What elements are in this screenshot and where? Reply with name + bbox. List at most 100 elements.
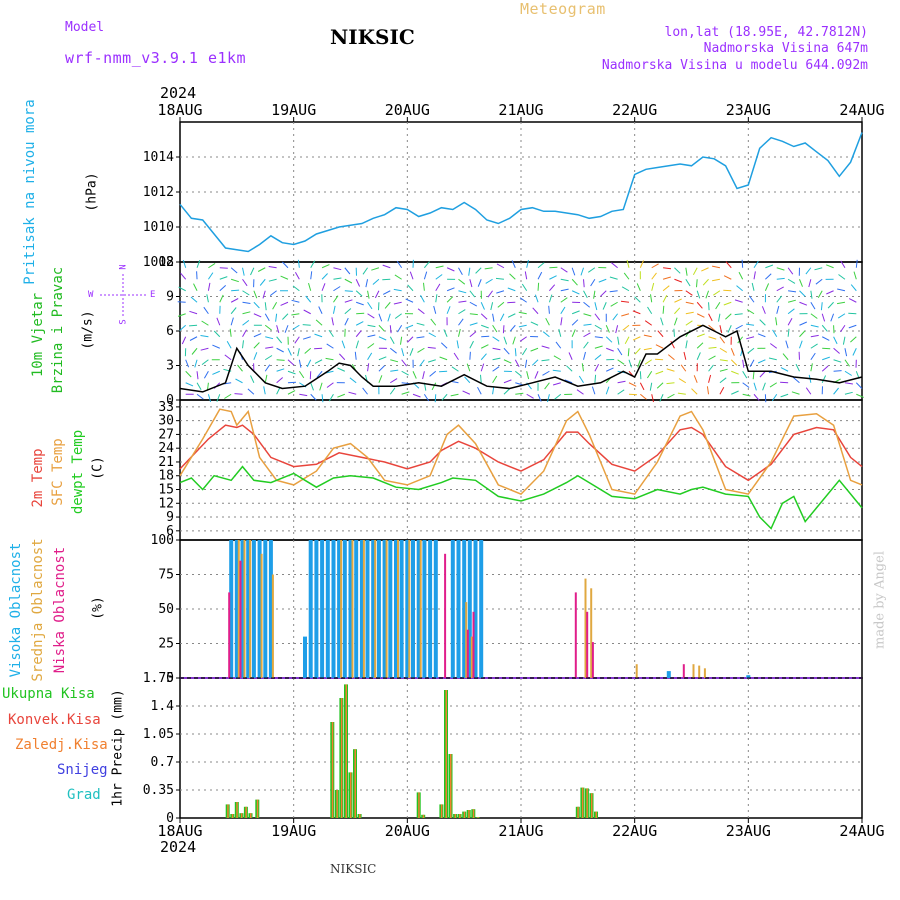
wind-arrow [677, 392, 686, 395]
wind-arrow [697, 333, 705, 338]
wind-arrow [583, 279, 585, 288]
wind-arrow [772, 329, 778, 338]
wind-arrow [287, 381, 297, 384]
wind-arrow [544, 382, 550, 390]
wind-arrow [407, 284, 414, 292]
wind-arrow [696, 342, 704, 349]
wind-arrow [237, 364, 243, 372]
wind-arrow [761, 306, 766, 314]
wind-arrow [571, 267, 576, 276]
wind-arrow [503, 359, 512, 364]
wind-arrow [230, 307, 237, 315]
wind-arrow [446, 287, 455, 292]
wind-arrow [719, 359, 728, 362]
wind-arrow [434, 394, 437, 403]
wind-arrow [833, 347, 840, 354]
wind-arrow [212, 344, 220, 349]
wind-arrow [594, 313, 601, 321]
wind-arrow [439, 356, 448, 361]
wind-arrow [268, 278, 277, 282]
wind-arrow [331, 317, 334, 326]
precip-bar-overlay [422, 814, 425, 818]
wind-arrow [708, 324, 716, 331]
wind-arrow [640, 393, 647, 400]
wind-arrow [458, 309, 466, 315]
wind-arrow [178, 286, 186, 292]
wind-arrow [593, 290, 596, 299]
wind-arrow [419, 359, 425, 367]
wind-arrow [503, 336, 508, 345]
wind-arrow [765, 264, 774, 269]
wind-arrow [742, 359, 745, 368]
wind-arrow [651, 272, 657, 280]
wind-arrow [814, 267, 823, 271]
cloud-bar [467, 540, 472, 678]
wind-arrow [708, 313, 713, 322]
x-date-label-top: 23AUG [726, 101, 771, 119]
wind-arrow [378, 365, 385, 372]
wind-arrow [526, 259, 529, 268]
y-tick-label: 6 [166, 324, 174, 339]
x-date-label-top: 24AUG [839, 101, 884, 119]
wind-arrow [759, 319, 766, 326]
wind-arrow [776, 267, 785, 271]
wind-arrow [250, 375, 255, 383]
wind-arrow [264, 364, 271, 372]
wind-arrow [623, 272, 630, 280]
wind-arrow [837, 288, 846, 292]
wind-arrow [524, 359, 528, 368]
wind-arrow [621, 313, 630, 317]
wind-arrow [310, 393, 317, 401]
wind-arrow [284, 325, 289, 333]
wind-arrow [253, 313, 262, 318]
wind-arrow [212, 370, 220, 375]
wind-arrow [181, 336, 187, 345]
wind-arrow [469, 301, 478, 307]
wind-arrow [612, 313, 619, 321]
wind-arrow [628, 359, 632, 368]
wind-arrow [446, 306, 451, 314]
wind-arrow [701, 267, 709, 272]
wind-arrow [821, 336, 830, 341]
wind-arrow [427, 359, 436, 363]
wind-arrow [515, 392, 524, 395]
wind-arrow [742, 393, 751, 397]
wind-arrow [405, 324, 414, 329]
wind-arrow [617, 389, 625, 395]
wind-arrow [656, 382, 664, 389]
cloud-bar [590, 588, 593, 678]
wind-arrow [848, 324, 857, 329]
wind-arrow [430, 318, 437, 326]
wind-arrow [833, 387, 839, 395]
wind-arrow [856, 393, 864, 398]
y-tick-label: 21 [158, 455, 174, 470]
wind-arrow [639, 260, 644, 268]
cloud-bar [320, 540, 325, 678]
wind-arrow [431, 382, 437, 391]
wind-arrow [810, 363, 813, 372]
wind-arrow [662, 294, 668, 303]
cloud-bar [325, 540, 330, 678]
wind-arrow [670, 340, 675, 349]
wind-arrow [810, 343, 818, 349]
wind-arrow [749, 359, 755, 367]
wind-arrow [405, 298, 414, 303]
x-date-label-top: 22AUG [612, 101, 657, 119]
compass-west: W [88, 290, 94, 300]
wind-arrow [708, 374, 712, 383]
wind-arrow [480, 313, 488, 320]
wind-arrow [799, 340, 803, 349]
y-tick-label: 0 [166, 393, 174, 408]
wind-arrow [532, 307, 539, 315]
precip-bar-overlay [350, 772, 352, 818]
wind-arrow [549, 275, 557, 280]
wind-arrow [253, 352, 258, 360]
cloud-bar [472, 611, 475, 678]
wind-arrow [264, 302, 267, 311]
precip-bar-overlay [236, 802, 238, 818]
wind-arrow [855, 259, 858, 268]
wind-arrow [609, 290, 618, 293]
wind-arrow [492, 375, 498, 384]
cloud-bar [692, 664, 695, 678]
cloud-bar [359, 540, 364, 678]
